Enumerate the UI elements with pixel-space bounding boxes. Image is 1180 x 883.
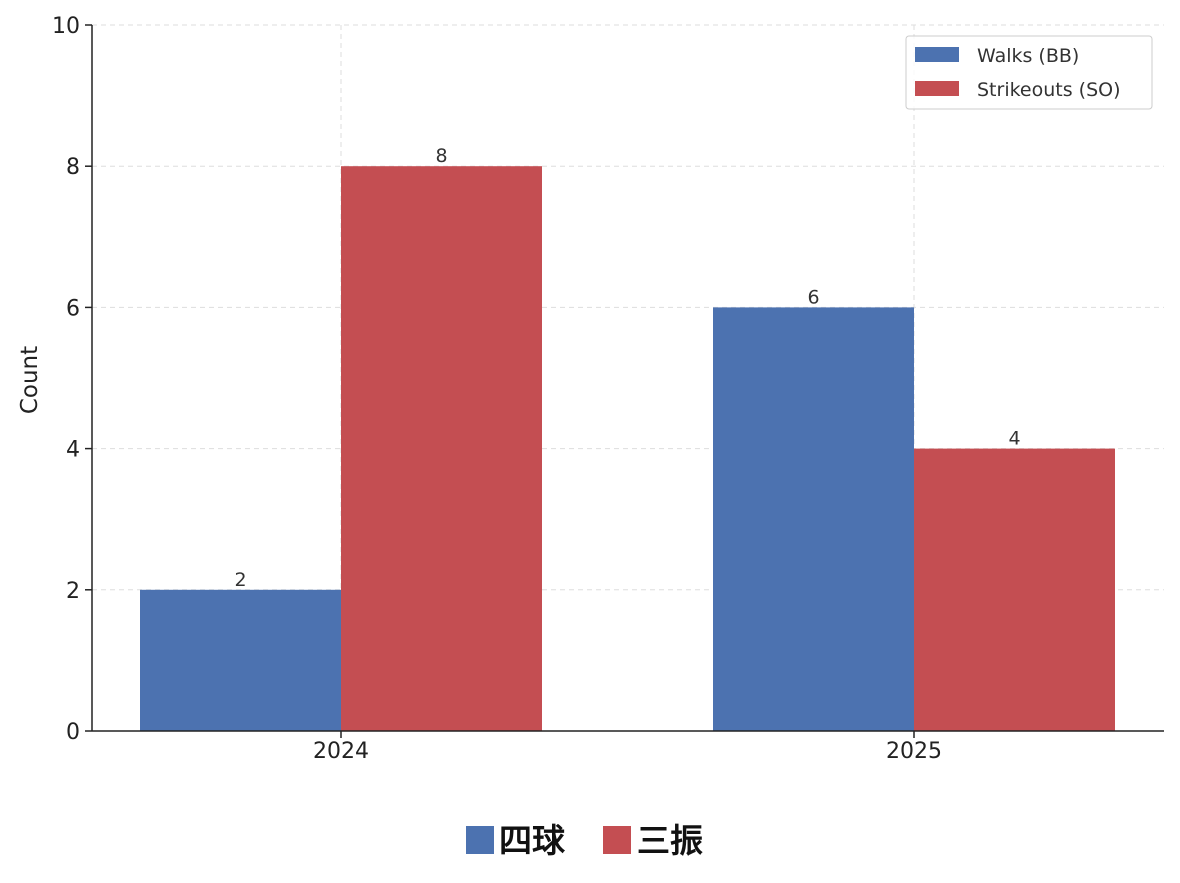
axes-layer: 0 2 4 6 8 10 2024 2025	[52, 14, 1164, 764]
x-tick-label: 2025	[886, 739, 942, 764]
y-tick-label: 8	[66, 155, 80, 180]
bottom-legend-label-strikeouts: 三振	[637, 821, 703, 860]
bottom-legend-swatch-strikeouts	[603, 826, 631, 854]
data-label: 6	[807, 286, 819, 308]
legend: Walks (BB) Strikeouts (SO)	[905, 35, 1153, 110]
y-tick-label: 2	[66, 579, 80, 604]
legend-label-strikeouts: Strikeouts (SO)	[977, 79, 1121, 101]
legend-label-walks: Walks (BB)	[977, 45, 1079, 67]
y-tick-label: 10	[52, 14, 80, 39]
data-label: 2	[234, 569, 246, 591]
y-tick-label: 4	[66, 438, 80, 463]
bar-strikeouts-2024	[341, 166, 542, 731]
bar-walks-2025	[713, 307, 914, 731]
bottom-legend: 四球 三振	[466, 821, 703, 860]
bars-layer	[140, 166, 1115, 731]
bar-strikeouts-2025	[914, 448, 1115, 731]
legend-swatch-strikeouts	[915, 81, 959, 96]
bottom-legend-swatch-walks	[466, 826, 494, 854]
y-tick-label: 6	[66, 296, 80, 321]
data-labels-layer: 2 6 8 4	[234, 145, 1020, 591]
y-axis-label: Count	[17, 346, 43, 414]
bottom-legend-label-walks: 四球	[499, 821, 566, 860]
bar-walks-2024	[140, 589, 341, 731]
x-tick-label: 2024	[313, 739, 369, 764]
y-tick-label: 0	[66, 720, 80, 745]
legend-frame	[905, 35, 1153, 110]
data-label: 8	[435, 145, 447, 167]
legend-swatch-walks	[915, 47, 959, 62]
data-label: 4	[1008, 428, 1020, 450]
